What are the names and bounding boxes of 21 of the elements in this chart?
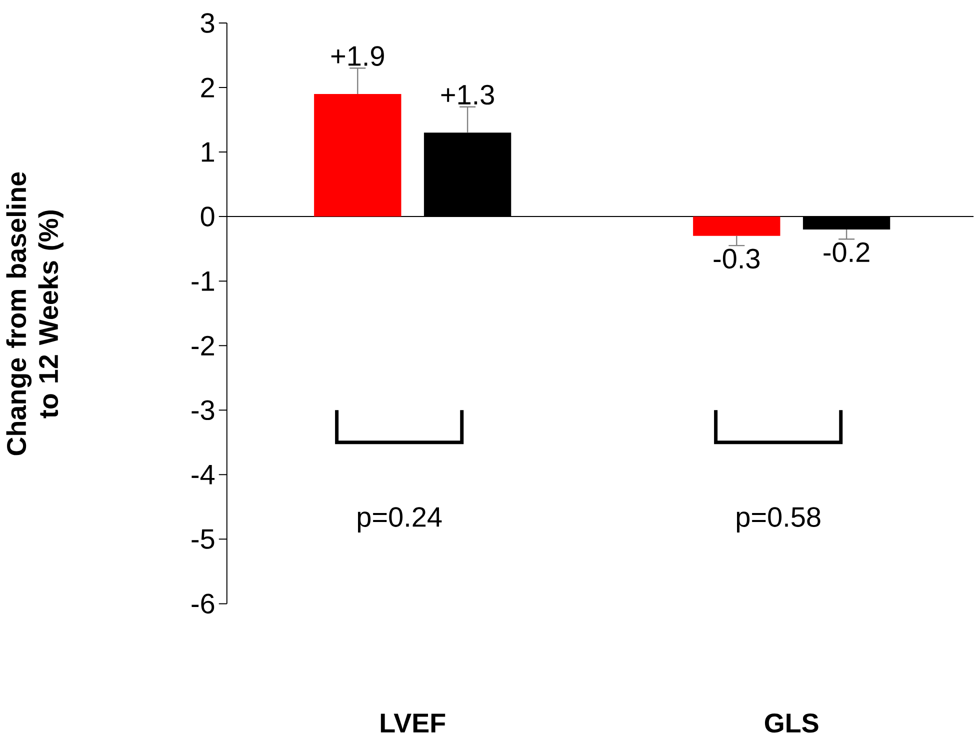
data-label: +1.3 — [441, 84, 494, 105]
y-tick-label: -2 — [192, 336, 214, 356]
y-tick-label: -5 — [192, 529, 214, 549]
data-label: -0.3 — [714, 248, 760, 269]
y-tick-label: 3 — [200, 13, 214, 33]
data-label: +1.9 — [331, 46, 384, 66]
bar — [314, 94, 402, 217]
y-tick-label: 1 — [202, 142, 214, 162]
x-tick-label: LVEF — [380, 714, 446, 732]
y-tick-label: -4 — [192, 465, 215, 484]
bar — [693, 216, 780, 236]
y-tick-label: -3 — [192, 400, 214, 420]
y-tick-label: -6 — [192, 594, 214, 614]
data-label: -0.2 — [824, 242, 870, 262]
y-tick-label: -1 — [192, 271, 214, 291]
y-tick-label: 2 — [201, 78, 214, 98]
annotation: p=0.24 — [358, 507, 442, 533]
annotation: p=0.58 — [736, 507, 820, 533]
y-tick-label: 0 — [200, 206, 214, 226]
y-axis-title: Change from baseline to 12 Weeks (%) — [6, 172, 64, 456]
x-tick-label: GLS — [764, 714, 818, 733]
